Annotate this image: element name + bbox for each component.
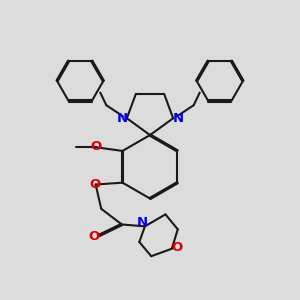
Text: O: O [172, 242, 183, 254]
Text: N: N [116, 112, 128, 125]
Text: N: N [137, 216, 148, 229]
Text: N: N [172, 112, 184, 125]
Text: O: O [88, 230, 99, 243]
Text: O: O [89, 178, 100, 191]
Text: O: O [90, 140, 101, 153]
